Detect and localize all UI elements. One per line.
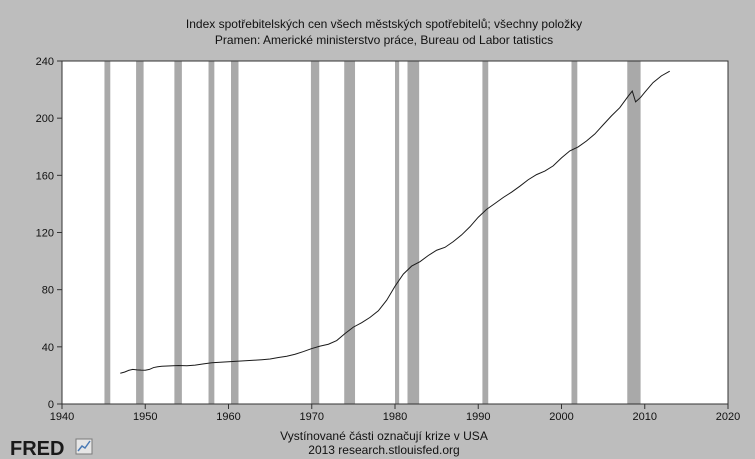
- chart-subtitle: Pramen: Americké ministerstvo práce, Bur…: [215, 33, 553, 47]
- y-axis: 0 40 80 120 160 200 240: [36, 56, 62, 411]
- recession-band: [627, 61, 641, 404]
- recession-band: [136, 61, 144, 404]
- recession-band: [104, 61, 111, 404]
- recession-band: [310, 61, 320, 404]
- x-tick-label: 1970: [300, 411, 324, 423]
- y-tick-label: 160: [36, 170, 54, 182]
- recession-bands: [104, 61, 641, 404]
- y-tick-label: 200: [36, 113, 54, 125]
- x-tick-label: 1980: [383, 411, 407, 423]
- series-lines: [120, 70, 670, 374]
- y-tick-label: 240: [36, 56, 54, 68]
- y-tick-label: 0: [48, 399, 54, 411]
- y-tick-label: 120: [36, 228, 54, 240]
- x-tick-label: 1940: [50, 411, 74, 423]
- x-tick-label: 2020: [716, 411, 740, 423]
- y-tick-label: 80: [42, 285, 54, 297]
- recession-band: [571, 61, 578, 404]
- recession-band: [395, 61, 400, 404]
- x-tick-label: 1960: [216, 411, 240, 423]
- x-tick-label: 1990: [466, 411, 490, 423]
- chart-icon: [75, 438, 93, 455]
- recession-band: [482, 61, 489, 404]
- footer-note: Vystínované části označují krize v USA: [280, 429, 488, 443]
- fred-logo-text: FRED: [10, 438, 64, 459]
- recession-band: [208, 61, 215, 404]
- x-axis: 1940 1950 1960 1970 1980 1990 2000 2010 2020: [50, 404, 740, 423]
- recession-band: [407, 61, 420, 404]
- recession-band: [230, 61, 239, 404]
- footer-source: 2013 research.stlouisfed.org: [308, 443, 459, 457]
- y-tick-label: 40: [42, 342, 54, 354]
- recession-band: [344, 61, 356, 404]
- x-tick-label: 2000: [549, 411, 573, 423]
- chart-title: Index spotřebitelských cen všech městský…: [186, 17, 582, 31]
- fred-logo: FRED: [10, 438, 93, 459]
- x-tick-label: 2010: [633, 411, 657, 423]
- recession-band: [174, 61, 182, 404]
- x-tick-label: 1950: [133, 411, 157, 423]
- cpi-series-line: [120, 70, 670, 374]
